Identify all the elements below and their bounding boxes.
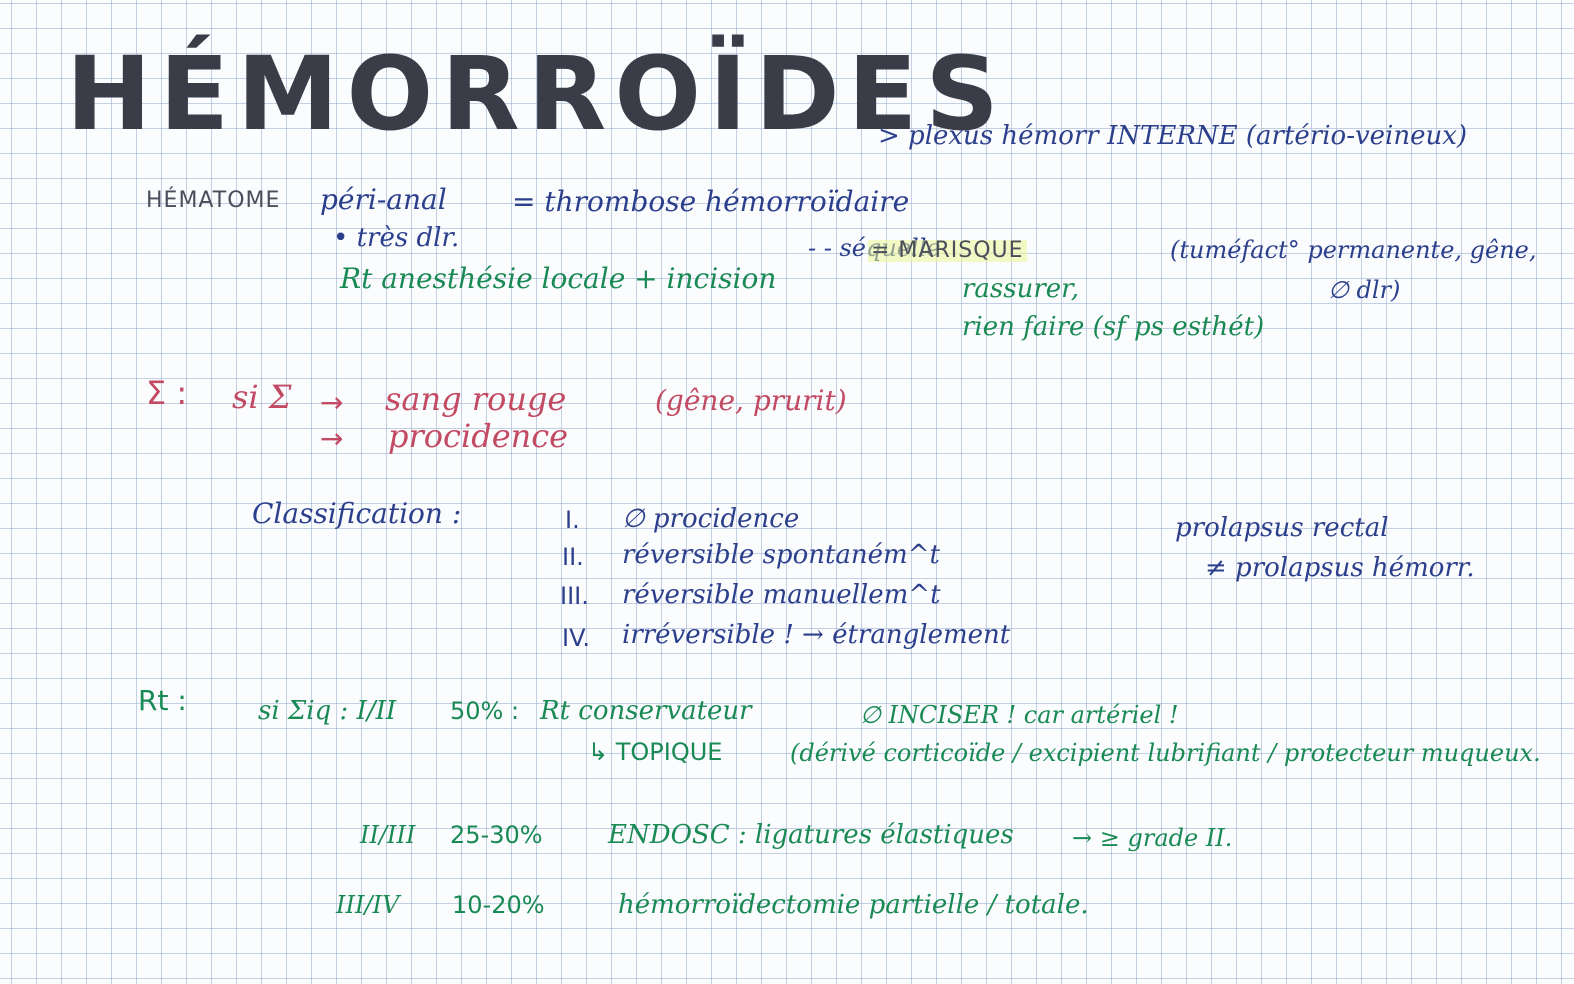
page-title: HÉMORROÏDES xyxy=(66,35,1007,154)
signs-extra: (gêne, prurit) xyxy=(655,384,847,417)
treatment-note-2: → ≥ grade II. xyxy=(1072,824,1233,852)
hematome-bullet: • très dlr. xyxy=(333,223,460,253)
hematome-label: HÉMATOME xyxy=(146,188,281,213)
signs-prefix: si Σ xyxy=(232,378,292,416)
class-text-1: ∅ procidence xyxy=(622,504,800,534)
class-text-4: irréversible ! → étranglement xyxy=(622,620,1011,650)
hematome-treatment: Rt anesthésie locale + incision xyxy=(340,262,777,295)
classification-label: Classification : xyxy=(252,497,462,530)
signs-arrow-2: → xyxy=(320,422,344,455)
topique-label: ↳ TOPIQUE xyxy=(588,738,723,766)
signs-arrow-1: → xyxy=(320,386,344,419)
hematome-definition: = thrombose hémorroïdaire xyxy=(512,185,910,218)
class-num-1: I. xyxy=(565,506,580,534)
treatment-pct-3: 10-20% xyxy=(452,891,545,919)
sequel-note-1: rassurer, xyxy=(962,274,1080,304)
class-num-4: IV. xyxy=(562,624,591,652)
class-num-2: II. xyxy=(562,543,584,571)
treatment-grade-3: III/IV xyxy=(336,891,400,919)
class-num-3: III. xyxy=(560,582,589,610)
topique-desc: (dérivé corticoïde / excipient lubrifian… xyxy=(790,739,1541,767)
treatment-grade-1: si Σiq : I/II xyxy=(258,696,397,726)
sequel-label: = MARISQUE xyxy=(868,240,1027,262)
class-text-3: réversible manuellem^t xyxy=(622,580,941,610)
signs-item-2: procidence xyxy=(388,417,569,455)
class-text-2: réversible spontaném^t xyxy=(622,540,940,570)
sequel-desc-2: ∅ dlr) xyxy=(1328,276,1401,304)
treatment-label: Rt : xyxy=(138,684,187,717)
treatment-pct-2: 25-30% xyxy=(450,821,543,849)
treatment-grade-2: II/III xyxy=(360,821,416,849)
treatment-pct-1: 50% : xyxy=(450,697,520,725)
signs-item-1: sang rouge xyxy=(385,380,567,418)
sequel-note-2: rien faire (sf ps esthét) xyxy=(962,312,1265,342)
treatment-action-3: hémorroïdectomie partielle / totale. xyxy=(618,890,1089,920)
sequel-desc: (tuméfact° permanente, gêne, xyxy=(1170,236,1537,264)
prolapse-note-2: ≠ prolapsus hémorr. xyxy=(1205,553,1475,583)
treatment-note-1: ∅ INCISER ! car artériel ! xyxy=(860,701,1179,729)
signs-label: Σ : xyxy=(146,374,188,412)
treatment-action-1: Rt conservateur xyxy=(540,696,752,726)
prolapse-note-1: prolapsus rectal xyxy=(1175,513,1389,543)
subtitle: > plexus hémorr INTERNE (artério-veineux… xyxy=(878,121,1468,151)
hematome-location: péri-anal xyxy=(320,183,447,216)
treatment-action-2: ENDOSC : ligatures élastiques xyxy=(608,820,1014,850)
